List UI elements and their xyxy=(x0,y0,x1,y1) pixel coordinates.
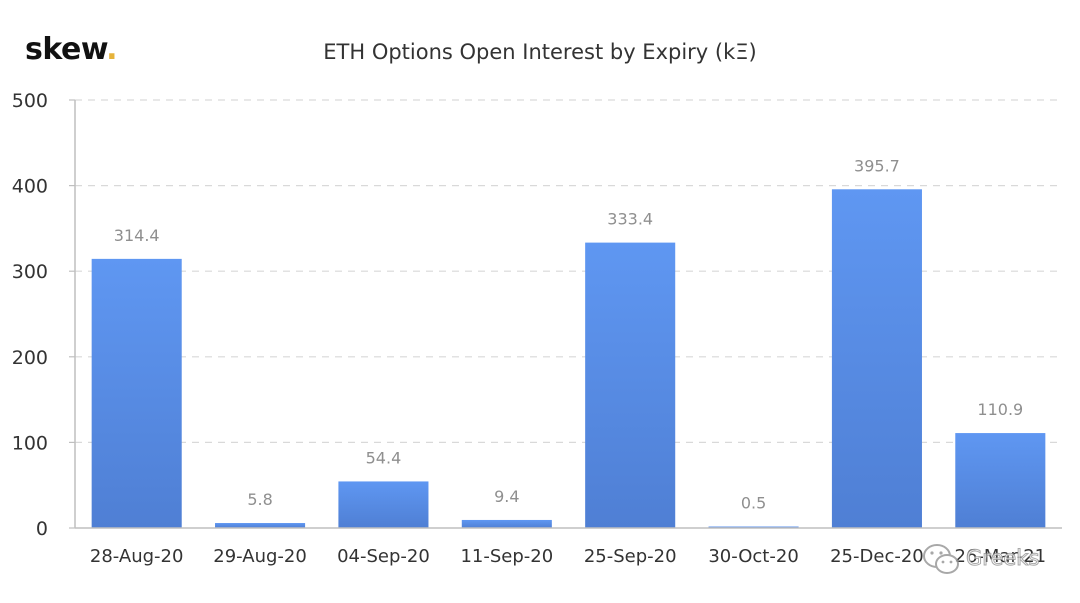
bar xyxy=(461,519,552,528)
data-label: 54.4 xyxy=(366,448,402,467)
axes xyxy=(74,100,1062,529)
data-label: 110.9 xyxy=(977,400,1023,419)
y-tick-label: 0 xyxy=(36,518,48,540)
x-tick-label: 11-Sep-20 xyxy=(460,546,553,567)
brand-logo: skew. xyxy=(25,32,118,67)
y-tick-label: 300 xyxy=(12,261,48,283)
watermark-text: Greeks xyxy=(965,546,1040,571)
data-label: 333.4 xyxy=(607,210,653,229)
bar xyxy=(585,242,676,528)
data-label: 314.4 xyxy=(114,226,160,245)
y-tick-labels: 0 100 200 300 400 500 xyxy=(12,90,48,540)
wechat-icon xyxy=(923,544,959,574)
bar xyxy=(215,523,306,528)
x-tick-label: 04-Sep-20 xyxy=(337,546,430,567)
data-label: 9.4 xyxy=(494,487,519,506)
x-tick-label: 30-Oct-20 xyxy=(708,546,798,567)
brand-dot: . xyxy=(106,32,118,67)
bar xyxy=(831,189,922,528)
data-label: 5.8 xyxy=(247,490,272,509)
watermark: Greeks xyxy=(920,540,1060,580)
data-label: 395.7 xyxy=(854,156,900,175)
bar xyxy=(338,481,429,528)
bar xyxy=(91,258,182,528)
data-labels: 314.4 5.8 54.4 9.4 333.4 0.5 395.7 110.9 xyxy=(114,156,1023,512)
y-tick-label: 500 xyxy=(12,90,48,112)
x-tick-labels: 28-Aug-20 29-Aug-20 04-Sep-20 11-Sep-20 25-S… xyxy=(90,546,1046,567)
brand-name: skew xyxy=(25,32,107,67)
x-tick-label: 28-Aug-20 xyxy=(90,546,184,567)
x-tick-label: 29-Aug-20 xyxy=(213,546,307,567)
x-tick-label: 25-Sep-20 xyxy=(584,546,677,567)
x-tick-label: 26-Mar-21 xyxy=(955,546,1047,567)
y-tick-label: 200 xyxy=(12,347,48,369)
y-tick-label: 100 xyxy=(12,432,48,454)
bars xyxy=(91,189,1046,528)
y-tick-label: 400 xyxy=(12,176,48,198)
bar xyxy=(955,433,1046,528)
chart-title: ETH Options Open Interest by Expiry (kΞ) xyxy=(323,40,757,64)
data-label: 0.5 xyxy=(741,494,766,513)
x-tick-label: 25-Dec-20 xyxy=(830,546,924,567)
